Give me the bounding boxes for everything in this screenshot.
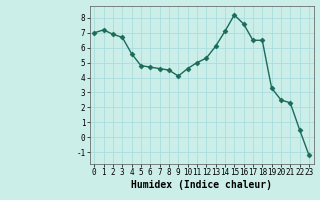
X-axis label: Humidex (Indice chaleur): Humidex (Indice chaleur) [131,180,272,190]
